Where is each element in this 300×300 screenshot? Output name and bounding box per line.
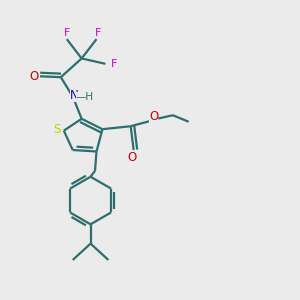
Text: N: N	[70, 88, 79, 101]
Text: S: S	[54, 123, 61, 136]
Text: F: F	[111, 59, 118, 69]
Text: F: F	[64, 28, 70, 38]
Text: F: F	[95, 28, 101, 38]
Text: O: O	[149, 110, 158, 123]
Text: O: O	[29, 70, 39, 83]
Text: —H: —H	[76, 92, 94, 101]
Text: O: O	[128, 151, 137, 164]
